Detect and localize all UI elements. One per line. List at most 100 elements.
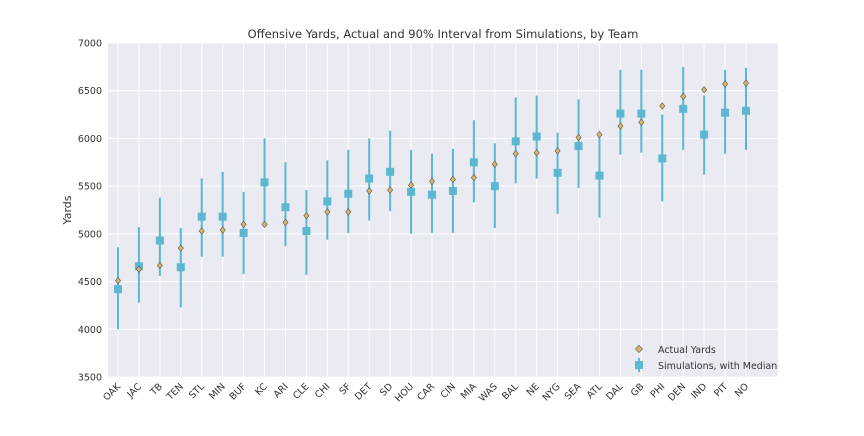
x-tick-label: TB bbox=[148, 381, 165, 398]
chart-title: Offensive Yards, Actual and 90% Interval… bbox=[248, 27, 639, 41]
x-tick-label: CHI bbox=[313, 381, 333, 401]
actual-marker bbox=[680, 92, 687, 101]
x-tick-label: NYG bbox=[541, 381, 563, 403]
median-marker bbox=[448, 186, 457, 195]
actual-marker bbox=[596, 130, 603, 139]
median-marker bbox=[721, 108, 730, 117]
median-marker bbox=[239, 228, 248, 237]
x-tick-label: PIT bbox=[712, 381, 730, 399]
y-tick-label: 4000 bbox=[78, 325, 102, 336]
actual-marker bbox=[533, 149, 540, 157]
legend: Actual Yards Simulations, with Median bbox=[635, 345, 777, 372]
actual-marker bbox=[491, 160, 498, 168]
x-tick-label: WAS bbox=[477, 381, 500, 404]
actual-marker bbox=[135, 265, 142, 273]
actual-marker bbox=[115, 276, 121, 285]
actual-marker bbox=[512, 150, 519, 158]
x-tick-label: NE bbox=[525, 381, 542, 398]
actual-marker bbox=[240, 220, 247, 228]
x-tick-label: MIN bbox=[207, 381, 228, 402]
x-tick-label: PHI bbox=[649, 381, 668, 400]
median-marker bbox=[679, 104, 688, 113]
y-axis-label: Yards bbox=[61, 195, 74, 225]
x-tick-label: STL bbox=[187, 381, 207, 401]
x-tick-label: IND bbox=[689, 381, 709, 401]
x-tick-label: SEA bbox=[563, 381, 584, 402]
actual-marker bbox=[449, 175, 456, 184]
median-marker bbox=[281, 203, 290, 212]
actual-marker bbox=[743, 79, 749, 87]
median-marker bbox=[742, 106, 750, 115]
x-tick-label: CLE bbox=[291, 381, 311, 401]
median-marker bbox=[616, 109, 625, 118]
x-tick-label: KC bbox=[253, 381, 270, 398]
actual-marker bbox=[408, 181, 415, 189]
median-marker bbox=[637, 109, 646, 118]
actual-marker bbox=[470, 173, 477, 182]
median-marker bbox=[176, 263, 185, 272]
median-marker bbox=[532, 132, 541, 141]
legend-actual-swatch bbox=[635, 345, 643, 353]
x-tick-label: MIA bbox=[459, 381, 480, 402]
x-tick-label: OAK bbox=[101, 381, 123, 403]
median-marker bbox=[490, 182, 499, 191]
actual-marker bbox=[324, 208, 331, 216]
y-tick-label: 3500 bbox=[78, 373, 102, 384]
x-tick-label: GB bbox=[629, 381, 647, 399]
actual-marker bbox=[345, 208, 352, 216]
x-tick-label: DEN bbox=[666, 381, 688, 403]
x-tick-label: DAL bbox=[604, 381, 626, 403]
actual-marker bbox=[575, 133, 582, 142]
actual-marker bbox=[366, 187, 373, 195]
median-marker bbox=[658, 154, 667, 163]
x-tick-label: ATL bbox=[585, 381, 605, 401]
median-marker bbox=[511, 137, 520, 146]
actual-marker bbox=[429, 177, 435, 186]
actual-marker bbox=[156, 261, 163, 270]
actual-marker bbox=[261, 220, 268, 228]
actual-marker bbox=[617, 122, 624, 130]
median-marker bbox=[386, 167, 395, 176]
actual-marker bbox=[659, 102, 666, 110]
actual-marker bbox=[638, 118, 645, 126]
x-tick-label: CAR bbox=[415, 381, 437, 403]
median-marker bbox=[323, 197, 332, 206]
actual-marker bbox=[282, 218, 289, 227]
x-tick-label: CIN bbox=[439, 381, 458, 400]
actual-marker bbox=[303, 212, 310, 220]
median-marker bbox=[344, 189, 353, 198]
median-marker bbox=[155, 236, 164, 245]
x-tick-label: HOU bbox=[393, 381, 416, 404]
median-marker bbox=[114, 285, 122, 294]
median-marker bbox=[302, 226, 311, 235]
actual-marker bbox=[554, 147, 561, 155]
median-marker bbox=[553, 168, 562, 177]
y-tick-label: 6000 bbox=[78, 134, 102, 145]
x-tick-label: JAC bbox=[125, 381, 145, 401]
actual-marker bbox=[387, 186, 394, 194]
y-tick-label: 5500 bbox=[78, 182, 102, 193]
x-tick-label: BAL bbox=[500, 381, 521, 402]
median-marker bbox=[469, 158, 478, 167]
median-marker bbox=[595, 171, 604, 180]
median-marker bbox=[197, 212, 206, 221]
legend-sim-label: Simulations, with Median bbox=[658, 361, 777, 372]
marks-layer bbox=[114, 66, 750, 330]
y-tick-label: 7000 bbox=[78, 39, 102, 50]
x-tick-label: TEN bbox=[164, 381, 186, 403]
actual-marker bbox=[177, 244, 184, 252]
actual-marker bbox=[722, 80, 729, 88]
median-marker bbox=[407, 187, 416, 196]
actual-marker bbox=[198, 227, 205, 235]
x-tick-label: SF bbox=[337, 381, 353, 397]
x-tick-label: DET bbox=[353, 381, 374, 402]
y-tick-label: 4500 bbox=[78, 277, 102, 288]
actual-marker bbox=[701, 86, 708, 94]
actual-marker bbox=[219, 226, 226, 234]
median-marker bbox=[700, 130, 709, 139]
plot-background bbox=[108, 43, 778, 377]
median-marker bbox=[428, 190, 436, 199]
x-tick-label: ARI bbox=[272, 381, 291, 400]
x-tick-label: BUF bbox=[228, 381, 249, 402]
